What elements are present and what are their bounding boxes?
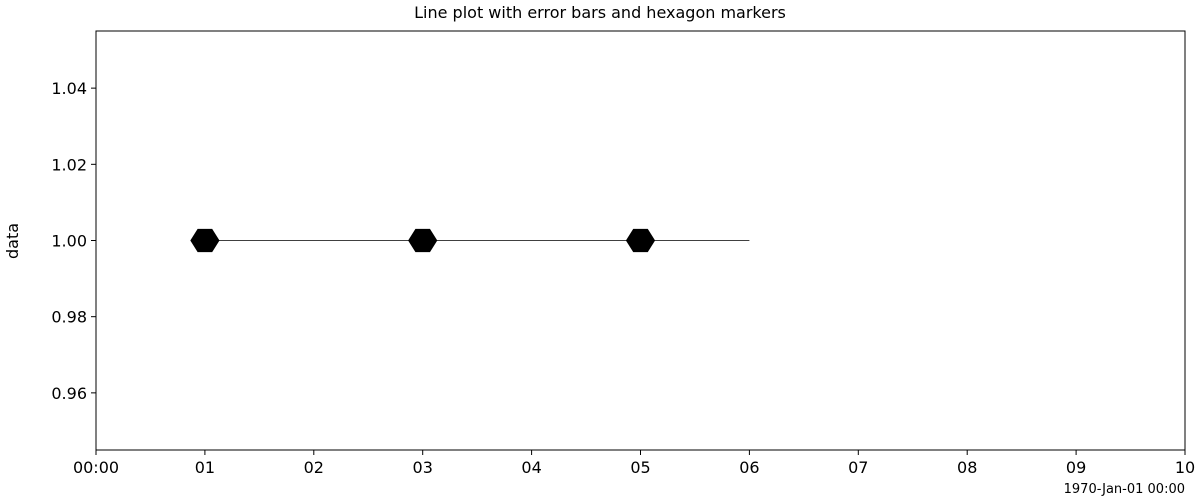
x-tick-label: 05 bbox=[630, 458, 650, 477]
y-tick-label: 1.00 bbox=[51, 232, 87, 251]
x-tick-label: 03 bbox=[413, 458, 433, 477]
y-axis-label: data bbox=[3, 223, 22, 259]
y-tick-label: 0.98 bbox=[51, 308, 87, 327]
x-axis: 00:00 01 02 03 04 05 06 07 08 09 10 bbox=[73, 450, 1195, 477]
x-tick-label: 02 bbox=[304, 458, 324, 477]
hexagon-marker bbox=[408, 228, 438, 253]
y-tick-label: 1.02 bbox=[51, 155, 87, 174]
y-tick-label: 0.96 bbox=[51, 384, 87, 403]
chart-title: Line plot with error bars and hexagon ma… bbox=[414, 3, 786, 22]
hexagon-marker bbox=[625, 228, 656, 253]
y-axis: 0.96 0.98 1.00 1.02 1.04 bbox=[51, 79, 96, 403]
hexagon-marker bbox=[190, 228, 220, 253]
y-tick-label: 1.04 bbox=[51, 79, 87, 98]
x-tick-label: 07 bbox=[848, 458, 868, 477]
plot-area bbox=[190, 228, 750, 253]
x-tick-label: 09 bbox=[1066, 458, 1086, 477]
x-tick-label: 00:00 bbox=[73, 458, 119, 477]
x-offset-label: 1970-Jan-01 00:00 bbox=[1064, 482, 1185, 497]
x-tick-label: 08 bbox=[957, 458, 977, 477]
x-tick-label: 04 bbox=[521, 458, 541, 477]
x-tick-label: 01 bbox=[195, 458, 215, 477]
x-tick-label: 10 bbox=[1175, 458, 1195, 477]
x-tick-label: 06 bbox=[739, 458, 759, 477]
